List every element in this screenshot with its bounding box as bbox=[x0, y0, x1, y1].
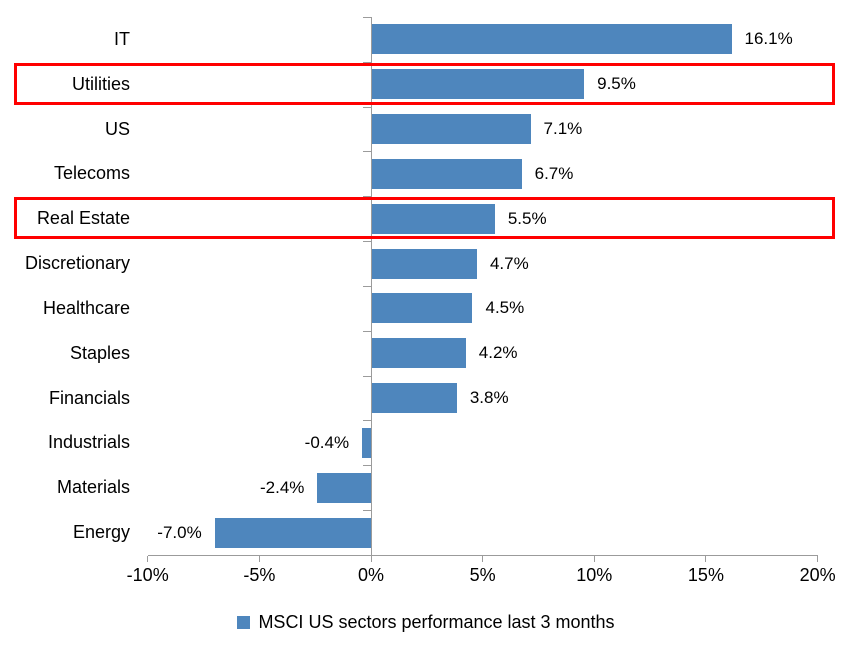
category-label: Staples bbox=[69, 342, 130, 363]
value-label: 7.1% bbox=[543, 119, 583, 139]
legend-swatch bbox=[237, 616, 251, 629]
bar bbox=[214, 517, 371, 548]
category-label: Financials bbox=[48, 387, 130, 408]
value-label: 5.5% bbox=[507, 208, 547, 228]
value-label: -7.0% bbox=[157, 522, 202, 542]
highlight-box bbox=[14, 62, 835, 105]
x-axis-tick bbox=[593, 555, 595, 562]
y-axis-tick bbox=[363, 330, 371, 332]
category-label: IT bbox=[114, 28, 130, 49]
bar bbox=[372, 248, 477, 279]
bar bbox=[372, 24, 732, 55]
value-label: 9.5% bbox=[597, 74, 636, 94]
y-axis-tick bbox=[363, 241, 371, 243]
y-axis-tick bbox=[363, 420, 371, 422]
bar bbox=[362, 427, 371, 458]
value-label: -2.4% bbox=[260, 477, 305, 497]
legend-label: MSCI US sectors performance last 3 month… bbox=[258, 612, 615, 632]
x-tick-label: 5% bbox=[469, 564, 496, 585]
bar bbox=[317, 472, 371, 503]
x-tick-label: 0% bbox=[357, 564, 384, 585]
category-label: Industrials bbox=[47, 432, 130, 453]
y-axis-tick bbox=[363, 465, 371, 467]
value-label: 4.5% bbox=[485, 298, 525, 318]
category-label: Materials bbox=[56, 477, 130, 498]
y-axis-tick bbox=[363, 106, 371, 108]
x-axis-tick bbox=[258, 555, 260, 562]
bar bbox=[372, 338, 466, 369]
value-label: 16.1% bbox=[744, 29, 793, 49]
x-tick-label: -10% bbox=[126, 564, 169, 585]
x-axis-tick bbox=[147, 555, 149, 562]
value-label: 4.7% bbox=[489, 253, 529, 273]
x-axis-tick bbox=[705, 555, 707, 562]
legend: MSCI US sectors performance last 3 month… bbox=[0, 612, 852, 633]
y-axis-tick bbox=[363, 17, 371, 18]
x-tick-label: -5% bbox=[243, 564, 276, 585]
y-axis-line bbox=[370, 17, 372, 555]
y-axis-tick bbox=[363, 510, 371, 512]
x-axis-tick bbox=[817, 555, 819, 562]
bar bbox=[372, 203, 495, 234]
y-axis-tick bbox=[363, 196, 371, 198]
x-axis-tick bbox=[370, 555, 372, 562]
bar bbox=[372, 158, 522, 189]
x-tick-label: 10% bbox=[576, 564, 613, 585]
value-label: 3.8% bbox=[469, 388, 509, 408]
x-tick-label: 20% bbox=[799, 564, 836, 585]
bar bbox=[372, 293, 473, 324]
category-label: Discretionary bbox=[24, 253, 130, 274]
category-label: US bbox=[104, 118, 130, 139]
y-axis-tick bbox=[363, 61, 371, 63]
highlight-box bbox=[14, 197, 835, 240]
bar bbox=[372, 114, 531, 145]
category-label: Utilities bbox=[71, 73, 130, 94]
y-axis-tick bbox=[363, 151, 371, 153]
value-label: -0.4% bbox=[304, 432, 350, 452]
value-label: 6.7% bbox=[534, 163, 574, 183]
y-axis-tick bbox=[363, 375, 371, 377]
category-label: Healthcare bbox=[42, 297, 130, 318]
value-label: 4.2% bbox=[478, 343, 518, 363]
x-axis-line bbox=[147, 554, 818, 557]
category-label: Real Estate bbox=[36, 208, 130, 229]
x-tick-label: 15% bbox=[687, 564, 724, 585]
category-label: Energy bbox=[72, 522, 130, 543]
category-label: Telecoms bbox=[53, 163, 130, 184]
bar bbox=[372, 383, 457, 414]
bar bbox=[372, 69, 585, 100]
y-axis-tick bbox=[363, 285, 371, 287]
x-axis-tick bbox=[482, 555, 484, 562]
